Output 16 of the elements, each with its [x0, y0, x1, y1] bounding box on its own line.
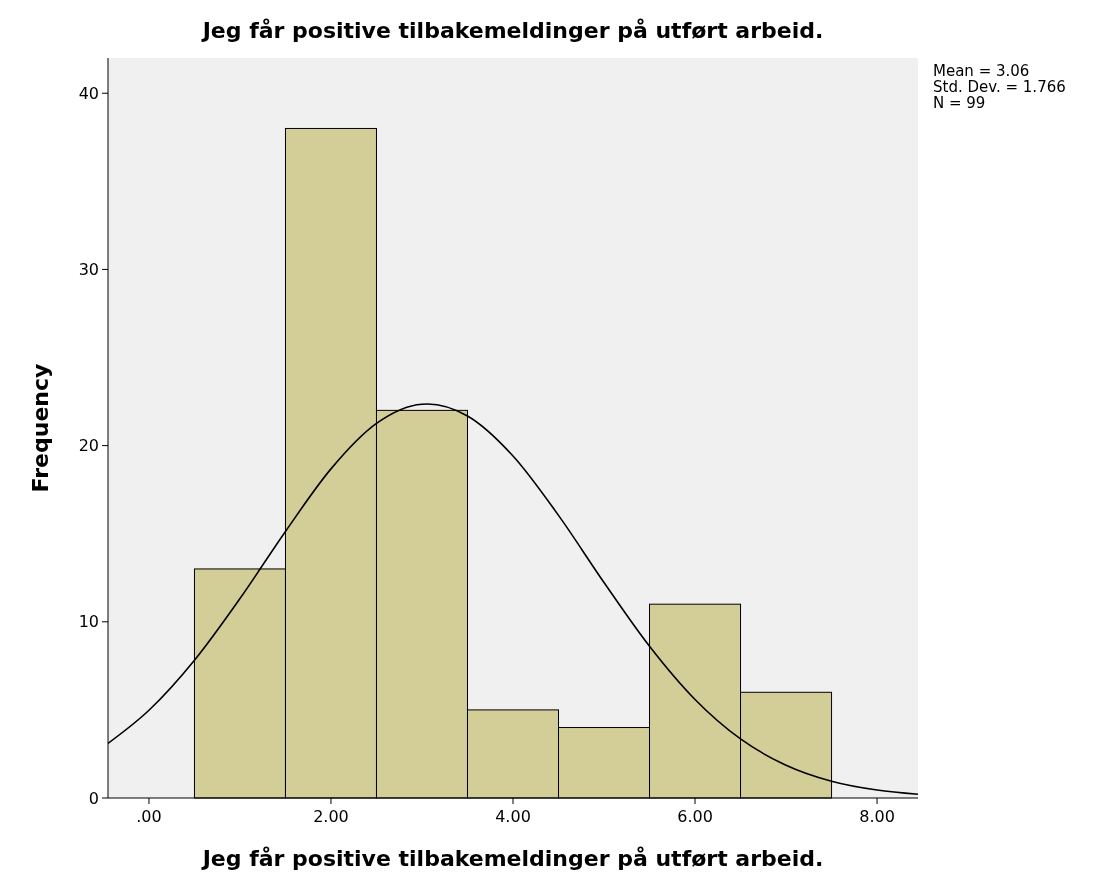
text: Std. Dev. = 1.766: [933, 78, 1066, 96]
y-tick-label: 0: [88, 788, 99, 808]
x-tick-label: .00: [136, 807, 162, 826]
x-axis-title: Jeg får positive tilbakemeldinger på utført arbeid.: [200, 846, 824, 871]
y-tick-label: 10: [78, 612, 99, 632]
x-tick-label: 2.00: [313, 807, 349, 826]
text: N = 99: [933, 94, 986, 112]
x-tick-label: 6.00: [677, 807, 713, 826]
y-tick-label: 40: [78, 83, 99, 103]
x-tick-label: 4.00: [495, 807, 531, 826]
y-axis-title: Frequency: [28, 363, 53, 493]
x-tick-label: 8.00: [859, 807, 895, 826]
y-tick-label: 30: [78, 260, 99, 280]
y-tick-label: 20: [78, 436, 99, 456]
text: Mean = 3.06: [933, 62, 1030, 80]
chart-title: Jeg får positive tilbakemeldinger på utført arbeid.: [200, 18, 824, 43]
